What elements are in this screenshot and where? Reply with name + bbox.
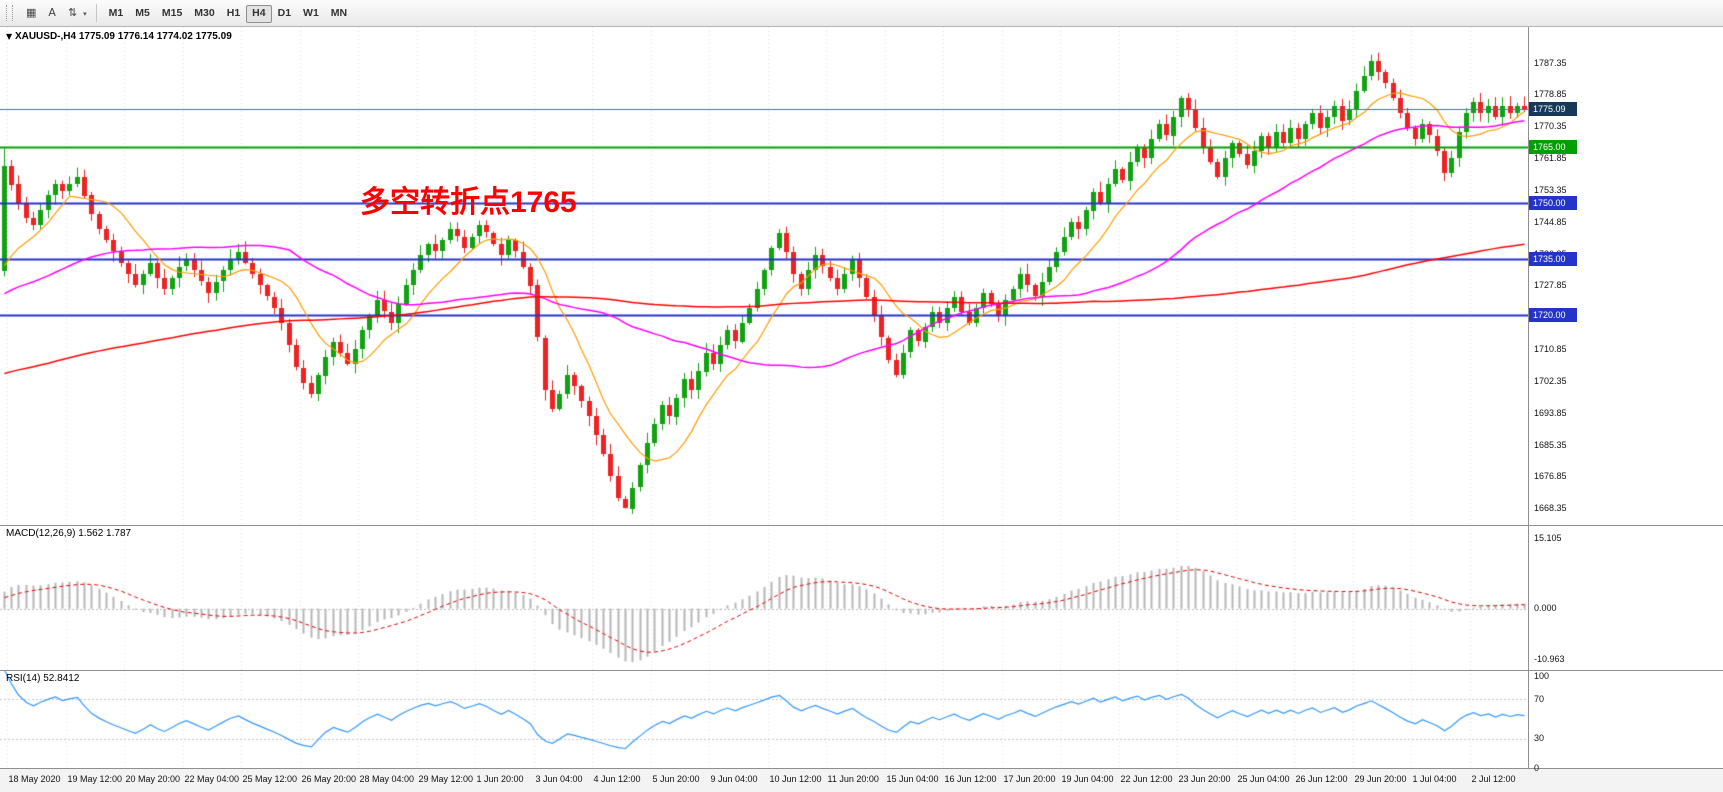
macd-label: MACD(12,26,9) 1.562 1.787	[6, 528, 131, 539]
timeframe-button-m30[interactable]: M30	[188, 5, 220, 23]
time-axis-label: 26 May 20:00	[301, 774, 357, 784]
price-scale-label: 1770.35	[1534, 121, 1567, 132]
rsi-panel: RSI(14) 52.8412	[0, 670, 1723, 768]
panel-divider-rsi[interactable]	[0, 670, 1723, 671]
time-axis-label: 5 Jun 20:00	[652, 774, 700, 784]
rsi-canvas[interactable]	[0, 670, 1528, 768]
time-axis-label: 25 Jun 04:00	[1237, 774, 1290, 784]
scale-tool-icon-caret[interactable]: ▾	[83, 10, 87, 19]
price-scale-label: 1710.85	[1534, 344, 1567, 355]
price-scale-label: 1744.85	[1534, 216, 1567, 227]
toolbar: ▦ A ⇅ ▾ M1 M5 M15 M30 H1 H4 D1 W1 MN	[0, 0, 1723, 27]
rsi-scale-label: 70	[1534, 693, 1545, 704]
time-axis-label: 16 Jun 12:00	[944, 774, 997, 784]
time-axis-label: 29 May 12:00	[418, 774, 474, 784]
time-axis-label: 26 Jun 12:00	[1295, 774, 1348, 784]
price-scale-label: 1761.85	[1534, 153, 1567, 164]
time-axis-label: 11 Jun 20:00	[827, 774, 879, 784]
macd-canvas[interactable]	[0, 525, 1528, 670]
time-axis-label: 2 Jul 12:00	[1471, 774, 1516, 784]
hline-1765-badge: 1765.00	[1529, 139, 1577, 154]
macd-values: 1.562 1.787	[78, 528, 132, 539]
time-axis-label: 22 May 04:00	[184, 774, 240, 784]
price-scale-label: 1702.35	[1534, 375, 1567, 386]
chart-window-icon[interactable]: ▦	[20, 4, 42, 22]
time-axis-label: 1 Jun 20:00	[476, 774, 524, 784]
time-axis-label: 19 May 12:00	[67, 774, 123, 784]
price-scale-label: 1668.35	[1534, 503, 1567, 514]
time-axis-label: 1 Jul 04:00	[1412, 774, 1457, 784]
hline-1750-badge: 1750.00	[1529, 195, 1577, 210]
time-axis-label: 28 May 04:00	[359, 774, 415, 784]
time-axis-label: 9 Jun 04:00	[710, 774, 758, 784]
annotation-text[interactable]: 多空转折点1765	[360, 186, 577, 219]
rsi-scale-label: 100	[1534, 671, 1550, 681]
hline-1720-badge: 1720.00	[1529, 308, 1577, 323]
timeframe-button-m15[interactable]: M15	[156, 5, 188, 23]
time-axis-label: 4 Jun 12:00	[593, 774, 641, 784]
time-axis-label: 3 Jun 04:00	[535, 774, 583, 784]
toolbar-icon-group: ▦ A ⇅ ▾	[20, 3, 90, 22]
macd-scale-label: 15.105	[1534, 532, 1562, 543]
hline-1735-badge: 1735.00	[1529, 252, 1577, 267]
rsi-name: RSI(14)	[6, 673, 41, 684]
time-axis-divider	[0, 768, 1723, 769]
price-scale-label: 1693.85	[1534, 407, 1567, 418]
price-scale-label: 1778.85	[1534, 89, 1567, 100]
timeframe-button-w1[interactable]: W1	[297, 5, 325, 23]
chart-title-ohlc: 1775.09 1776.14 1774.02 1775.09	[78, 31, 232, 42]
timeframe-button-mn[interactable]: MN	[325, 5, 353, 23]
timeframe-button-m5[interactable]: M5	[129, 5, 156, 23]
time-axis-label: 23 Jun 20:00	[1178, 774, 1231, 784]
time-axis-label: 17 Jun 20:00	[1003, 774, 1056, 784]
price-scale-label: 1787.35	[1534, 57, 1567, 68]
panel-divider-macd[interactable]	[0, 525, 1723, 526]
time-axis-label: 22 Jun 12:00	[1120, 774, 1173, 784]
price-scale-separator	[1528, 27, 1529, 768]
timeframe-button-d1[interactable]: D1	[272, 5, 297, 23]
rsi-scale-label: 0	[1534, 762, 1540, 773]
price-scale-label: 1676.85	[1534, 471, 1567, 482]
symbol-caret-icon[interactable]: ▼	[6, 32, 13, 41]
time-axis-label: 15 Jun 04:00	[886, 774, 939, 784]
main-chart-canvas[interactable]	[0, 27, 1528, 525]
rsi-value: 52.8412	[43, 673, 80, 684]
time-axis-label: 10 Jun 12:00	[769, 774, 822, 784]
timeframe-button-h1[interactable]: H1	[221, 5, 246, 23]
price-scale-label: 1753.35	[1534, 184, 1567, 195]
time-axis[interactable]: 18 May 2020 19 May 12:00 20 May 20:00 22 Ma…	[0, 769, 1723, 792]
timeframe-button-h4[interactable]: H4	[246, 5, 272, 23]
bid-price-line-badge: 1775.09	[1529, 102, 1577, 117]
toolbar-grip[interactable]	[6, 5, 13, 21]
rsi-label: RSI(14) 52.8412	[6, 673, 79, 684]
time-axis-label: 20 May 20:00	[125, 774, 181, 784]
price-scale-label: 1727.85	[1534, 280, 1567, 291]
main-chart-panel: ▼ XAUUSD-,H4 1775.09 1776.14 1774.02 177…	[0, 27, 1723, 525]
macd-panel: MACD(12,26,9) 1.562 1.787	[0, 525, 1723, 670]
timeframe-button-group: M1 M5 M15 M30 H1 H4 D1 W1 MN	[103, 3, 353, 23]
macd-name: MACD(12,26,9)	[6, 528, 76, 539]
time-axis-label: 29 Jun 20:00	[1354, 774, 1407, 784]
price-scale-label: 1685.35	[1534, 439, 1567, 450]
rsi-scale-label: 30	[1534, 733, 1545, 744]
time-axis-label: 25 May 12:00	[242, 774, 298, 784]
chart-title: ▼ XAUUSD-,H4 1775.09 1776.14 1774.02 177…	[6, 31, 232, 42]
text-tool-icon[interactable]: A	[42, 4, 62, 22]
scale-tool-icon[interactable]: ⇅	[62, 4, 83, 22]
timeframe-button-m1[interactable]: M1	[103, 5, 130, 23]
macd-scale-label: 0.000	[1534, 603, 1557, 614]
chart-title-symbol: XAUUSD-,H4	[14, 31, 77, 42]
time-axis-label: 18 May 2020	[8, 774, 61, 784]
toolbar-separator	[95, 4, 97, 22]
time-axis-label: 19 Jun 04:00	[1061, 774, 1114, 784]
macd-scale-label: -10.963	[1534, 654, 1565, 665]
